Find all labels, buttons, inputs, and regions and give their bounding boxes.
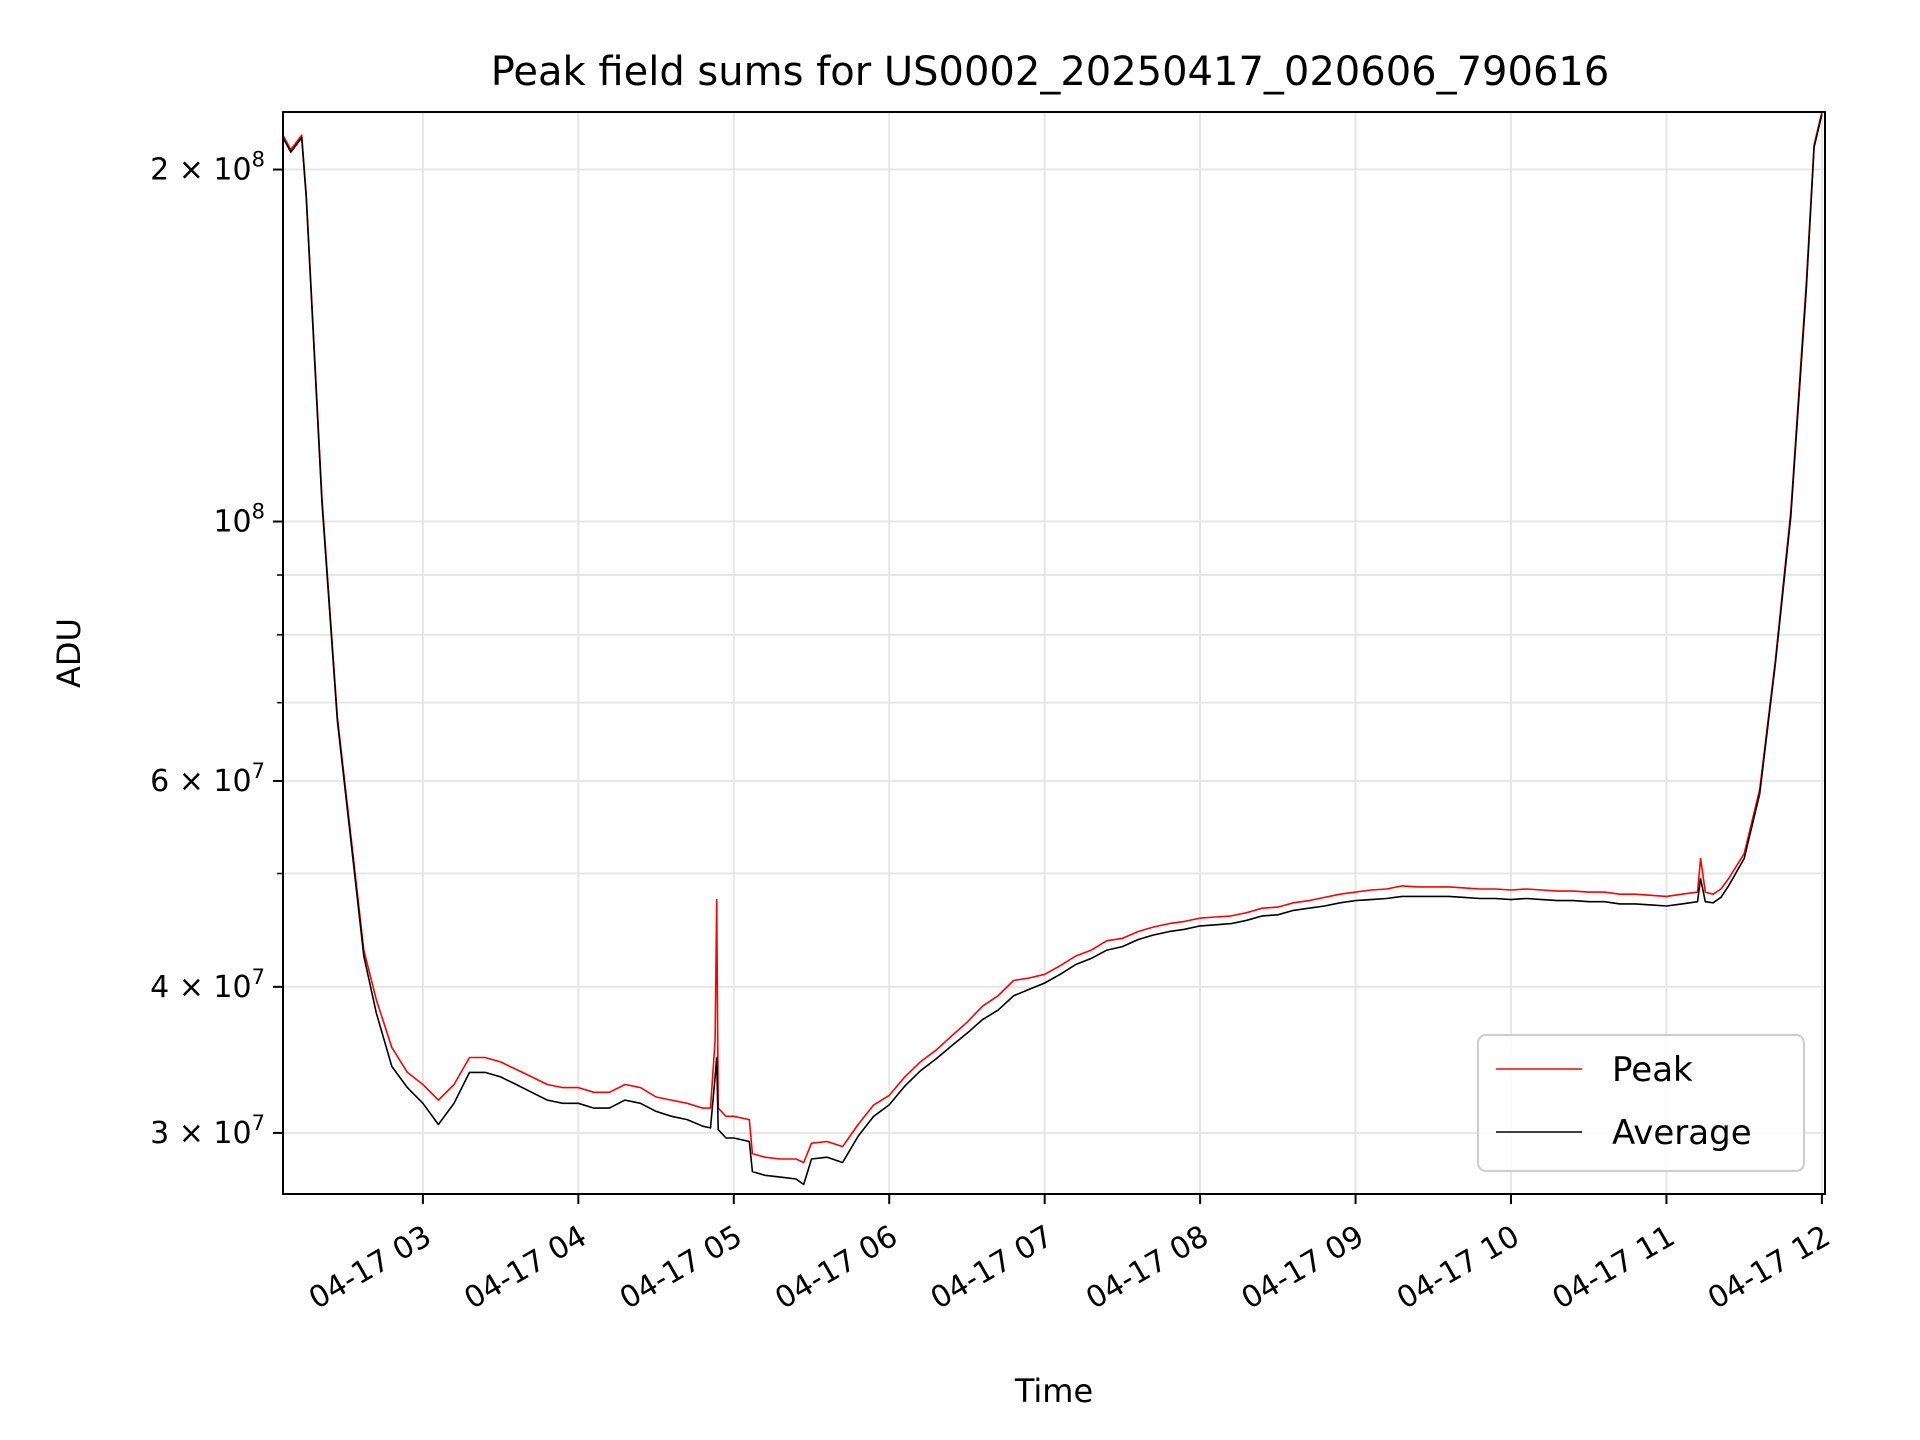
y-tick-label: 2 × 108 [150, 148, 265, 188]
chart-title: Peak field sums for US0002_20250417_0206… [491, 49, 1610, 95]
series-line-average [282, 114, 1823, 1186]
y-axis-ticks: 3 × 107 4 × 107 6 × 107 108 2 × 108 [150, 148, 283, 1151]
y-tick-label: 4 × 107 [150, 965, 265, 1005]
plot-frame [282, 111, 1826, 1195]
legend-peak-label: Peak [1612, 1050, 1693, 1090]
x-axis-label: Time [1014, 1372, 1093, 1410]
y-axis-label: ADU [50, 618, 88, 688]
legend: Peak Average [1477, 1034, 1805, 1172]
y-tick-label: 108 [213, 500, 265, 540]
series-line-peak [282, 111, 1823, 1164]
legend-average-label: Average [1612, 1113, 1752, 1153]
series-layer [282, 111, 1823, 1186]
y-tick-label: 3 × 107 [150, 1111, 265, 1151]
y-tick-label: 6 × 107 [150, 759, 265, 799]
grid [283, 112, 1825, 1194]
